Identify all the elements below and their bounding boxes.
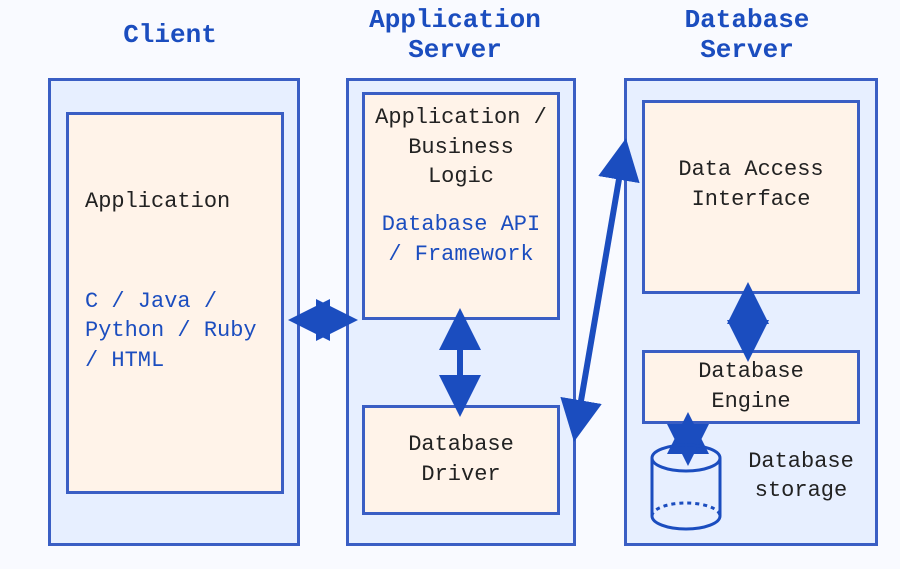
client-title: Client: [60, 20, 280, 50]
dbserver-access-heading: Data Access Interface: [655, 155, 847, 214]
appserver-driver-box: Database Driver: [362, 405, 560, 515]
arrow-appserver-to-dbserver: [576, 150, 624, 430]
appserver-logic-subtext: Database API / Framework: [375, 210, 547, 269]
client-application-box: Application C / Java / Python / Ruby / H…: [66, 112, 284, 494]
dbserver-title: Database Server: [632, 5, 862, 65]
client-application-subtext: C / Java / Python / Ruby / HTML: [85, 287, 265, 376]
diagram-canvas: { "type": "architecture-diagram", "canva…: [0, 0, 900, 569]
dbserver-engine-box: Database Engine: [642, 350, 860, 424]
appserver-driver-heading: Database Driver: [375, 430, 547, 489]
dbserver-storage-label: Database storage: [742, 448, 860, 505]
appserver-logic-heading: Application / Business Logic: [375, 103, 547, 192]
appserver-title: Application Server: [340, 5, 570, 65]
appserver-logic-box: Application / Business Logic Database AP…: [362, 92, 560, 320]
dbserver-engine-heading: Database Engine: [655, 357, 847, 416]
dbserver-access-box: Data Access Interface: [642, 100, 860, 294]
client-application-heading: Application: [85, 187, 265, 217]
